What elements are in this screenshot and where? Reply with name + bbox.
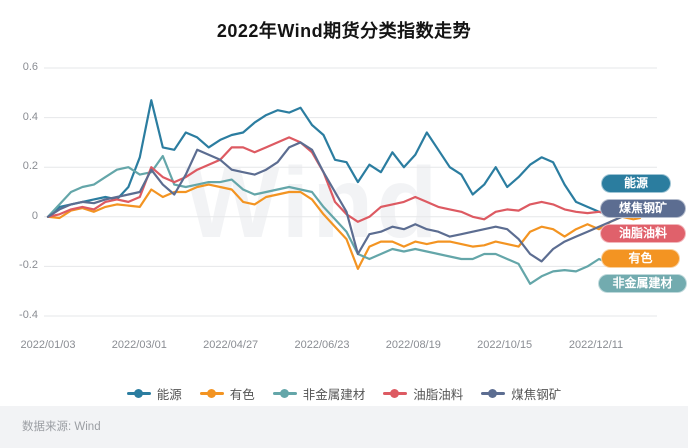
x-axis-tick-label: 2022/03/01 <box>111 339 167 351</box>
legend-line-marker <box>199 389 224 398</box>
chart-card: Wind 2022年Wind期货分类指数走势 0.6 0.4 0.2 0 -0.2 -0.… <box>0 0 688 406</box>
legend-line-marker <box>272 389 297 398</box>
line-chart-canvas <box>44 67 657 317</box>
legend-item-oils[interactable]: 油脂油料 <box>383 384 463 403</box>
x-axis-tick-label: 2022/12/11 <box>568 339 624 351</box>
y-axis-tick-label: 0.2 <box>22 160 38 173</box>
legend-dot-icon <box>206 389 216 398</box>
legend-item-building-materials[interactable]: 非金属建材 <box>272 384 366 403</box>
data-source-note: 数据来源: Wind <box>22 421 101 433</box>
series-badge-nonferrous: 有色 <box>601 249 680 268</box>
legend-line-marker <box>481 389 506 398</box>
series-badge-coal-steel: 煤焦钢矿 <box>600 199 686 218</box>
legend-label: 能源 <box>156 388 182 402</box>
legend-item-energy[interactable]: 能源 <box>126 384 182 403</box>
legend-label: 有色 <box>229 388 255 402</box>
x-axis-tick-label: 2022/06/23 <box>294 339 350 351</box>
series-line-0 <box>46 99 642 218</box>
x-axis-tick-label: 2022/08/19 <box>385 339 441 351</box>
series-badge-label: 有色 <box>628 251 653 265</box>
series-line-2 <box>46 154 642 285</box>
y-axis-tick-label: 0.4 <box>22 110 38 123</box>
y-axis-tick-label: -0.4 <box>19 309 38 321</box>
series-badge-label: 能源 <box>623 176 648 190</box>
series-badge-oils: 油脂油料 <box>600 224 686 243</box>
legend-line-marker <box>383 389 408 398</box>
series-line-4 <box>46 141 642 263</box>
y-axis-tick-label: 0.6 <box>22 61 38 73</box>
series-badge-label: 煤焦钢矿 <box>618 201 667 215</box>
legend-dot-icon <box>133 389 143 398</box>
series-badge-label: 油脂油料 <box>618 226 667 240</box>
chart-legend: 能源 有色 非金属建材 油脂油料 煤焦钢矿 <box>0 384 688 403</box>
series-badge-label: 非金属建材 <box>612 276 673 290</box>
y-axis-tick-label: -0.2 <box>19 259 38 272</box>
legend-label: 非金属建材 <box>302 388 366 402</box>
legend-label: 煤焦钢矿 <box>511 388 562 402</box>
legend-dot-icon <box>279 389 289 398</box>
series-line-1 <box>46 183 642 270</box>
legend-dot-icon <box>488 389 498 398</box>
footer-bar: 数据来源: Wind <box>0 406 688 448</box>
x-axis-tick-label: 2022/01/03 <box>20 339 76 351</box>
legend-dot-icon <box>390 389 400 398</box>
legend-item-coal-steel[interactable]: 煤焦钢矿 <box>481 384 561 403</box>
page-title: 2022年Wind期货分类指数走势 <box>216 21 472 41</box>
legend-label: 油脂油料 <box>413 388 464 402</box>
series-badge-energy: 能源 <box>601 174 671 193</box>
legend-item-nonferrous[interactable]: 有色 <box>199 384 255 403</box>
chart-area: Wind 2022年Wind期货分类指数走势 0.6 0.4 0.2 0 -0.2 -0.… <box>19 21 687 351</box>
y-axis-tick-label: 0 <box>31 209 38 222</box>
x-axis-tick-label: 2022/10/15 <box>477 339 533 351</box>
legend-line-marker <box>126 389 151 398</box>
x-axis-tick-label: 2022/04/27 <box>203 339 259 351</box>
series-badge-building-materials: 非金属建材 <box>598 274 687 293</box>
